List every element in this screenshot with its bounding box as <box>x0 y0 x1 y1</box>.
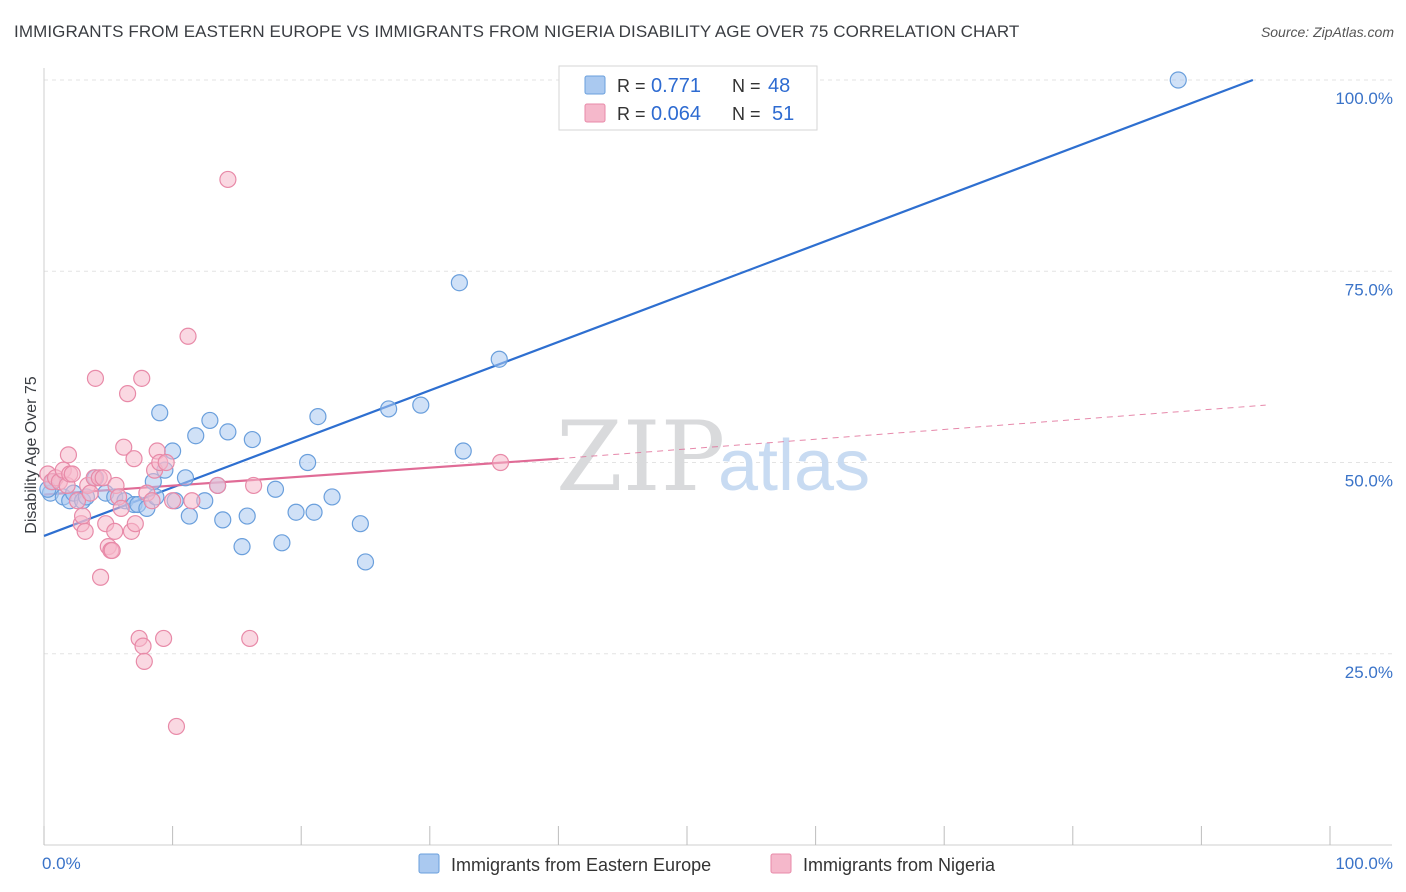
source-label: Source: ZipAtlas.com <box>1260 24 1394 40</box>
trendline-nigeria-extension <box>558 404 1266 460</box>
bottom-legend-label-blue: Immigrants from Eastern Europe <box>451 855 711 875</box>
bottom-legend-swatch-blue <box>418 853 440 874</box>
y-axis-label: Disability Age Over 75 <box>23 376 40 534</box>
point-nigeria <box>134 637 152 655</box>
legend-box: R = 0.771 N = 48 R = 0.064 N = 51 <box>558 65 818 131</box>
chart-title: IMMIGRANTS FROM EASTERN EUROPE VS IMMIGR… <box>14 22 1020 41</box>
point-eastern-europe <box>412 396 430 414</box>
point-eastern-europe <box>323 488 341 506</box>
point-nigeria <box>106 522 124 540</box>
axes <box>43 68 1392 846</box>
point-nigeria <box>167 717 186 736</box>
legend-swatch-pink <box>584 103 606 123</box>
point-nigeria <box>91 568 110 586</box>
point-nigeria <box>219 170 237 189</box>
legend-swatch-blue <box>584 75 606 95</box>
bottom-legend-swatch-pink <box>770 853 792 874</box>
legend-r-value-blue: 0.771 <box>651 75 701 97</box>
point-eastern-europe <box>287 503 305 521</box>
bottom-legend-label-pink: Immigrants from Nigeria <box>803 855 996 875</box>
point-eastern-europe <box>1169 71 1187 89</box>
point-eastern-europe <box>187 427 205 445</box>
point-nigeria <box>157 453 175 472</box>
point-eastern-europe <box>238 507 256 525</box>
point-nigeria <box>86 369 105 387</box>
trendline-eastern-europe <box>43 78 1254 537</box>
point-nigeria <box>125 450 143 468</box>
point-eastern-europe <box>356 553 375 571</box>
point-nigeria <box>73 507 92 525</box>
y-tick-label: 50.0% <box>1345 472 1393 491</box>
point-nigeria <box>112 499 130 517</box>
point-eastern-europe <box>266 480 285 498</box>
point-eastern-europe <box>380 400 398 418</box>
point-nigeria <box>183 492 201 510</box>
point-nigeria <box>164 492 182 510</box>
tick-labels: 25.0% 50.0% 75.0% 100.0% 0.0% 100.0% <box>42 89 1393 873</box>
point-nigeria <box>126 515 144 533</box>
y-tick-label: 100.0% <box>1335 89 1393 108</box>
point-eastern-europe <box>201 411 219 430</box>
x-tick-label: 100.0% <box>1335 854 1393 873</box>
point-eastern-europe <box>299 453 317 472</box>
point-eastern-europe <box>180 507 198 525</box>
point-nigeria <box>133 369 151 387</box>
point-eastern-europe <box>233 538 251 556</box>
point-eastern-europe <box>243 430 261 449</box>
point-nigeria <box>209 476 227 495</box>
point-eastern-europe <box>490 350 508 368</box>
point-eastern-europe <box>273 534 291 552</box>
legend-n-value-blue: 48 <box>768 75 790 97</box>
point-nigeria <box>491 453 510 472</box>
point-eastern-europe <box>450 274 468 292</box>
grid <box>44 79 1392 655</box>
point-eastern-europe <box>176 469 195 487</box>
point-eastern-europe <box>151 404 169 422</box>
point-nigeria <box>154 629 173 648</box>
point-eastern-europe <box>305 503 323 521</box>
point-nigeria <box>245 476 263 495</box>
legend-n-value-pink: 51 <box>772 103 794 125</box>
point-nigeria <box>118 385 137 403</box>
point-nigeria <box>179 327 197 345</box>
data-points <box>39 71 1187 736</box>
point-nigeria <box>94 469 112 487</box>
trendline-nigeria <box>43 457 559 496</box>
point-eastern-europe <box>351 515 369 533</box>
point-nigeria <box>59 446 78 464</box>
point-eastern-europe <box>454 442 472 460</box>
legend-r-label: R = <box>617 76 646 96</box>
point-nigeria <box>68 492 87 510</box>
point-eastern-europe <box>219 423 237 441</box>
point-nigeria <box>81 484 99 502</box>
legend-r-label: R = <box>617 104 646 124</box>
point-eastern-europe <box>309 408 327 426</box>
point-nigeria <box>115 438 133 456</box>
point-nigeria <box>63 465 81 483</box>
y-tick-label: 25.0% <box>1345 663 1393 682</box>
legend-n-label: N = <box>732 76 761 96</box>
x-tick-label: 0.0% <box>42 854 81 873</box>
legend-r-value-pink: 0.064 <box>651 103 701 125</box>
bottom-legend: Immigrants from Eastern Europe Immigrant… <box>418 853 996 875</box>
point-eastern-europe <box>214 511 232 529</box>
watermark-atlas: atlas <box>718 426 870 506</box>
point-nigeria <box>76 522 94 540</box>
legend-n-label: N = <box>732 104 761 124</box>
point-nigeria <box>103 541 121 560</box>
point-nigeria <box>135 652 153 671</box>
trendlines <box>43 78 1266 537</box>
point-nigeria <box>241 629 259 648</box>
y-tick-label: 75.0% <box>1345 280 1393 299</box>
point-nigeria <box>143 492 161 510</box>
